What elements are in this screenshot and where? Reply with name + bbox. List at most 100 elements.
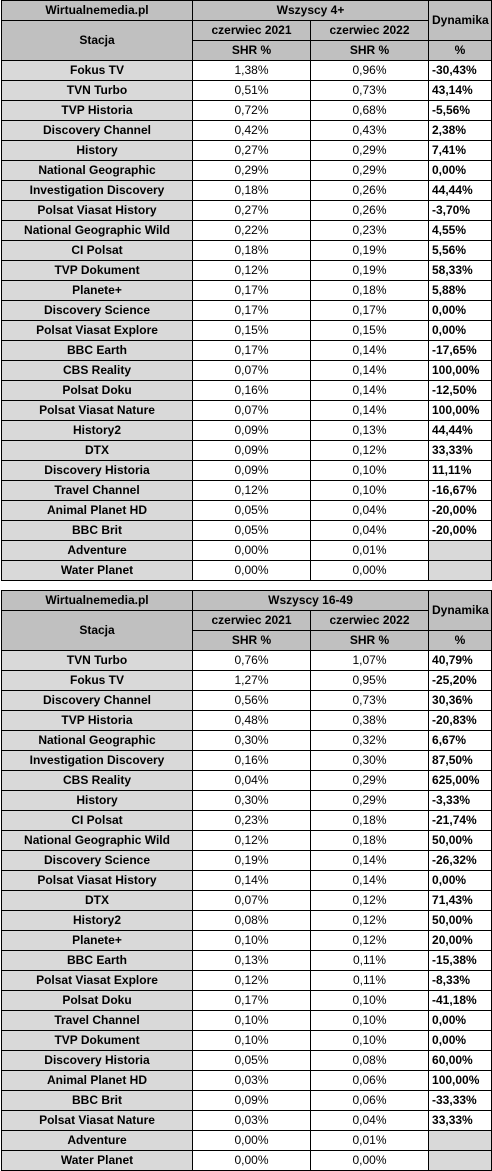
dynamics-value: 20,00% [428, 930, 492, 951]
share-2021: 0,04% [192, 770, 311, 791]
share-2021: 0,12% [192, 480, 311, 501]
dynamics-value: 100,00% [428, 400, 492, 421]
share-2021: 0,17% [192, 280, 311, 301]
dynamics-value: -26,32% [428, 850, 492, 871]
share-2022: 0,68% [310, 100, 429, 121]
table-row: Planete+ 0,17% 0,18% 5,88% [1, 280, 492, 301]
dynamics-value: -30,43% [428, 60, 492, 81]
share-2022: 0,12% [309, 930, 430, 951]
share-2021: 0,56% [192, 690, 311, 711]
share-2021: 0,00% [192, 1150, 311, 1171]
station-name: Discovery Channel [1, 120, 193, 141]
share-2021: 0,48% [192, 710, 311, 731]
share-2021: 0,22% [192, 220, 311, 241]
share-2021: 0,18% [192, 180, 311, 201]
dynamics-value [428, 1130, 492, 1151]
share-2022: 0,12% [310, 440, 429, 461]
table-row: Water Planet 0,00% 0,00% [1, 1150, 492, 1171]
share-2022: 0,11% [309, 970, 430, 991]
station-name: Polsat Viasat Explore [1, 320, 193, 341]
dynamics-value: 44,44% [428, 420, 492, 441]
share-2021: 0,03% [192, 1070, 311, 1091]
table-row: Polsat Viasat Nature 0,07% 0,14% 100,00% [1, 400, 492, 421]
dynamics-value: 5,56% [428, 240, 492, 261]
station-name: Water Planet [1, 1150, 193, 1171]
station-name: Polsat Doku [1, 380, 193, 401]
table-row: Polsat Viasat Explore 0,15% 0,15% 0,00% [1, 320, 492, 341]
share-2021: 0,05% [192, 1050, 311, 1071]
dynamics-value: 100,00% [428, 1070, 492, 1091]
dynamics-value: 0,00% [428, 1010, 492, 1031]
share-2022: 0,29% [309, 790, 430, 811]
period2-header: czerwiec 2022 [310, 20, 429, 41]
share-2022: 0,04% [310, 500, 429, 521]
dynamics-value: 0,00% [428, 160, 492, 181]
table-row: History 0,30% 0,29% -3,33% [1, 790, 492, 811]
dynamics-value: -21,74% [428, 810, 492, 831]
table-row: Animal Planet HD 0,05% 0,04% -20,00% [1, 500, 492, 521]
station-name: DTX [1, 890, 193, 911]
share-2022: 0,43% [310, 120, 429, 141]
station-name: CBS Reality [1, 360, 193, 381]
share-2021: 0,03% [192, 1110, 311, 1131]
table-row: Polsat Viasat Nature 0,03% 0,04% 33,33% [1, 1110, 492, 1131]
table-row: Planete+ 0,10% 0,12% 20,00% [1, 930, 492, 951]
dynamics-value: 2,38% [428, 120, 492, 141]
dynamics-value: 71,43% [428, 890, 492, 911]
dynamics-value: -3,70% [428, 200, 492, 221]
share-2022: 0,15% [310, 320, 429, 341]
table-row: Discovery Channel 0,42% 0,43% 2,38% [1, 120, 492, 141]
share-2021: 0,08% [192, 910, 311, 931]
share-2022: 0,01% [310, 540, 429, 561]
table-row: National Geographic 0,29% 0,29% 0,00% [1, 160, 492, 181]
share-2021: 0,76% [192, 650, 311, 671]
table-row: Fokus TV 1,38% 0,96% -30,43% [1, 60, 492, 81]
dynamics-value: 87,50% [428, 750, 492, 771]
metric-header-2: SHR % [310, 40, 429, 61]
share-2022: 0,10% [309, 990, 430, 1011]
share-2021: 0,12% [192, 260, 311, 281]
table-row: BBC Brit 0,09% 0,06% -33,33% [1, 1090, 492, 1111]
header-row-top: Wirtualnemedia.pl Wszyscy 4+ Dynamika [1, 0, 492, 41]
share-2022: 0,00% [309, 1150, 430, 1171]
dynamics-value: -20,00% [428, 520, 492, 541]
share-2022: 0,14% [309, 870, 430, 891]
share-2021: 0,09% [192, 440, 311, 461]
share-2021: 0,09% [192, 460, 311, 481]
table-row: Travel Channel 0,12% 0,10% -16,67% [1, 480, 492, 501]
share-2022: 0,06% [309, 1090, 430, 1111]
station-name: CI Polsat [1, 810, 193, 831]
share-2022: 0,26% [310, 200, 429, 221]
station-name: Planete+ [1, 930, 193, 951]
dynamics-value: 0,00% [428, 320, 492, 341]
source-header: Wirtualnemedia.pl [1, 0, 193, 21]
table-row: National Geographic 0,30% 0,32% 6,67% [1, 730, 492, 751]
station-name: Discovery Channel [1, 690, 193, 711]
group-header: Wszyscy 16-49 [191, 590, 430, 611]
dynamics-value: 33,33% [428, 1110, 492, 1131]
group-header: Wszyscy 4+ [192, 0, 429, 21]
table-row: TVP Historia 0,48% 0,38% -20,83% [1, 710, 492, 731]
station-name: Adventure [1, 540, 193, 561]
share-2022: 0,14% [310, 400, 429, 421]
share-2021: 0,12% [192, 970, 311, 991]
share-2021: 0,29% [192, 160, 311, 181]
share-2022: 0,10% [310, 460, 429, 481]
share-2022: 0,73% [310, 80, 429, 101]
dynamics-value: 40,79% [428, 650, 492, 671]
share-2021: 0,07% [192, 400, 311, 421]
header-row-metrics: SHR % SHR % % [2, 630, 492, 651]
share-2021: 0,13% [192, 950, 311, 971]
table-row: BBC Earth 0,13% 0,11% -15,38% [1, 950, 492, 971]
share-2021: 0,00% [192, 1130, 311, 1151]
station-name: Polsat Viasat History [1, 200, 193, 221]
share-2021: 0,17% [192, 990, 311, 1011]
station-name: History [1, 140, 193, 161]
dynamics-value: -20,83% [428, 710, 492, 731]
dynamics-value: 50,00% [428, 910, 492, 931]
share-2021: 0,16% [192, 380, 311, 401]
dynamics-value: 58,33% [428, 260, 492, 281]
table-row: DTX 0,09% 0,12% 33,33% [1, 440, 492, 461]
share-2021: 0,30% [192, 790, 311, 811]
